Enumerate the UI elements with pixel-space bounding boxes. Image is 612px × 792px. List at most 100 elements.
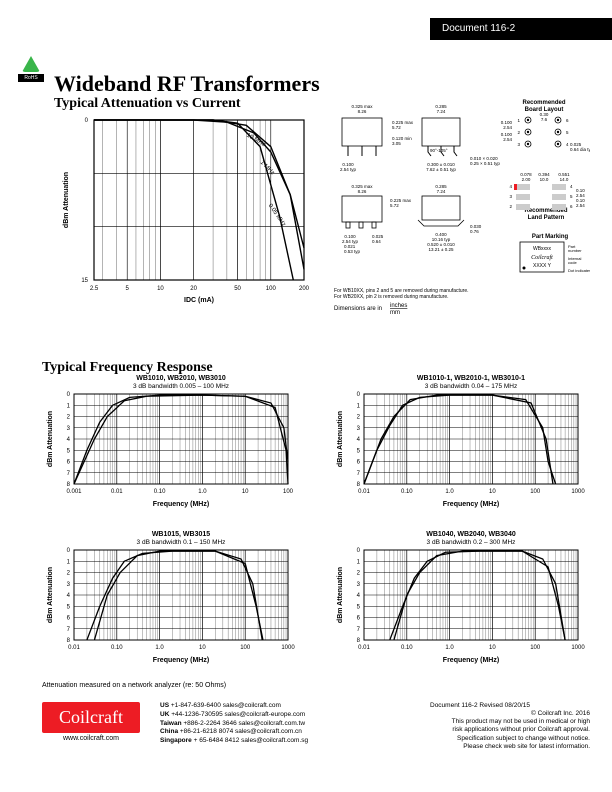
- svg-text:10: 10: [489, 489, 496, 495]
- svg-text:1: 1: [67, 403, 71, 409]
- svg-text:0: 0: [357, 392, 361, 398]
- svg-text:6: 6: [67, 460, 71, 466]
- svg-text:1: 1: [357, 559, 361, 565]
- svg-text:dBm Attenuation: dBm Attenuation: [47, 567, 54, 623]
- freq-chart-1: WB1010-1, WB2010-1, WB3010-13 dB bandwid…: [332, 372, 588, 512]
- svg-text:7.62 ± 0.51 typ: 7.62 ± 0.51 typ: [426, 167, 456, 172]
- svg-text:1: 1: [517, 118, 520, 123]
- header-doc-tag: Document 116-2: [430, 18, 612, 40]
- svg-text:4: 4: [357, 593, 361, 599]
- svg-text:1000: 1000: [281, 645, 295, 651]
- svg-text:90°-105°: 90°-105°: [430, 148, 448, 153]
- svg-text:Frequency (MHz): Frequency (MHz): [443, 657, 499, 664]
- svg-text:10: 10: [199, 645, 206, 651]
- svg-text:6: 6: [357, 616, 361, 622]
- svg-text:6: 6: [570, 204, 573, 209]
- svg-text:5: 5: [566, 130, 569, 135]
- svg-text:Land Pattern: Land Pattern: [528, 215, 565, 221]
- svg-text:3 dB bandwidth 0.2 – 300 MHz: 3 dB bandwidth 0.2 – 300 MHz: [427, 539, 516, 546]
- svg-text:Frequency (MHz): Frequency (MHz): [153, 657, 209, 664]
- svg-text:XXXX Y: XXXX Y: [533, 263, 552, 269]
- freq-chart-3: WB1040, WB2040, WB30403 dB bandwidth 0.2…: [332, 528, 588, 668]
- svg-text:100: 100: [266, 286, 277, 292]
- svg-text:7: 7: [357, 471, 361, 477]
- svg-text:2: 2: [357, 571, 361, 577]
- svg-text:0: 0: [67, 548, 71, 554]
- freq-chart-2: WB1015, WB30153 dB bandwidth 0.1 – 150 M…: [42, 528, 298, 668]
- footnote: Attenuation measured on a network analyz…: [42, 682, 226, 689]
- svg-text:1.0: 1.0: [198, 489, 207, 495]
- svg-text:5.72: 5.72: [392, 125, 401, 130]
- docrev-d2: risk applications without prior Coilcraf…: [430, 726, 590, 734]
- svg-text:0: 0: [357, 548, 361, 554]
- docrev-copy: © Coilcraft Inc. 2016: [430, 710, 590, 718]
- svg-text:6: 6: [357, 460, 361, 466]
- svg-text:For WB20XX, pin 2 is removed d: For WB20XX, pin 2 is removed during manu…: [334, 294, 449, 300]
- svg-text:7.24: 7.24: [437, 109, 446, 114]
- svg-text:13.21 ± 0.25: 13.21 ± 0.25: [429, 247, 454, 252]
- svg-text:IDC (mA): IDC (mA): [184, 297, 214, 304]
- logo-url: www.coilcraft.com: [42, 735, 140, 742]
- svg-text:0.01: 0.01: [68, 645, 80, 651]
- svg-text:1000: 1000: [571, 489, 585, 495]
- svg-text:4: 4: [67, 437, 71, 443]
- svg-text:WB1010-1, WB2010-1, WB3010-1: WB1010-1, WB2010-1, WB3010-1: [417, 375, 525, 382]
- svg-text:2: 2: [509, 204, 512, 209]
- svg-text:4: 4: [566, 142, 569, 147]
- leaf-icon: [22, 56, 40, 72]
- svg-text:8: 8: [67, 638, 71, 644]
- svg-text:1.0: 1.0: [155, 645, 164, 651]
- svg-text:20: 20: [190, 286, 197, 292]
- svg-text:2.54: 2.54: [576, 203, 585, 208]
- svg-text:5: 5: [357, 604, 361, 610]
- svg-text:3 dB bandwidth 0.005 – 100 MHz: 3 dB bandwidth 0.005 – 100 MHz: [133, 383, 229, 390]
- svg-text:2: 2: [357, 415, 361, 421]
- svg-text:0.10: 0.10: [401, 489, 413, 495]
- svg-text:2.54: 2.54: [503, 125, 512, 130]
- svg-text:0.10: 0.10: [111, 645, 123, 651]
- svg-text:0.01: 0.01: [358, 489, 370, 495]
- docrev-d3: Specification subject to change without …: [430, 735, 590, 743]
- svg-text:0.64 dia typ: 0.64 dia typ: [570, 147, 590, 152]
- svg-text:50: 50: [234, 286, 241, 292]
- logo-block: Coilcraft www.coilcraft.com: [42, 702, 140, 742]
- svg-text:3.05: 3.05: [392, 141, 401, 146]
- svg-text:0: 0: [85, 118, 89, 124]
- svg-text:200: 200: [299, 286, 310, 292]
- svg-text:0.10: 0.10: [154, 489, 166, 495]
- svg-text:2: 2: [517, 130, 520, 135]
- svg-text:10: 10: [489, 645, 496, 651]
- svg-text:3: 3: [509, 194, 512, 199]
- contact-row: US +1-847-639-6400 sales@coilcraft.com: [160, 702, 400, 711]
- svg-text:3: 3: [517, 142, 520, 147]
- svg-text:WB1040, WB2040, WB3040: WB1040, WB2040, WB3040: [426, 531, 516, 538]
- svg-text:3: 3: [67, 582, 71, 588]
- svg-text:2.54: 2.54: [503, 137, 512, 142]
- svg-text:0.01: 0.01: [111, 489, 123, 495]
- svg-text:Part Marking: Part Marking: [532, 234, 569, 240]
- svg-text:4: 4: [357, 437, 361, 443]
- svg-text:1.0: 1.0: [445, 645, 454, 651]
- svg-text:5: 5: [67, 448, 71, 454]
- svg-text:2.5: 2.5: [90, 286, 99, 292]
- svg-text:1.0: 1.0: [445, 489, 454, 495]
- svg-text:100: 100: [240, 645, 251, 651]
- svg-text:Frequency (MHz): Frequency (MHz): [153, 501, 209, 508]
- svg-text:WB1010, WB2010, WB3010: WB1010, WB2010, WB3010: [136, 375, 226, 382]
- mechanical-diagrams: 0.325 max8.260.225 max5.720.120 min3.050…: [330, 96, 590, 326]
- contacts-block: US +1-847-639-6400 sales@coilcraft.comUK…: [160, 702, 400, 746]
- svg-text:code: code: [568, 260, 577, 265]
- svg-text:5: 5: [570, 194, 573, 199]
- svg-text:8: 8: [357, 482, 361, 488]
- svg-text:dBm Attenuation: dBm Attenuation: [47, 411, 54, 467]
- svg-text:0.01: 0.01: [358, 645, 370, 651]
- svg-text:6: 6: [566, 118, 569, 123]
- svg-text:8.26: 8.26: [358, 189, 367, 194]
- svg-text:10: 10: [242, 489, 249, 495]
- svg-text:2: 2: [67, 415, 71, 421]
- svg-text:0.001: 0.001: [66, 489, 82, 495]
- svg-text:15: 15: [81, 278, 88, 284]
- svg-text:5: 5: [126, 286, 130, 292]
- svg-text:1000: 1000: [571, 645, 585, 651]
- document-revision: Document 116-2 Revised 08/20/15 © Coilcr…: [430, 702, 590, 751]
